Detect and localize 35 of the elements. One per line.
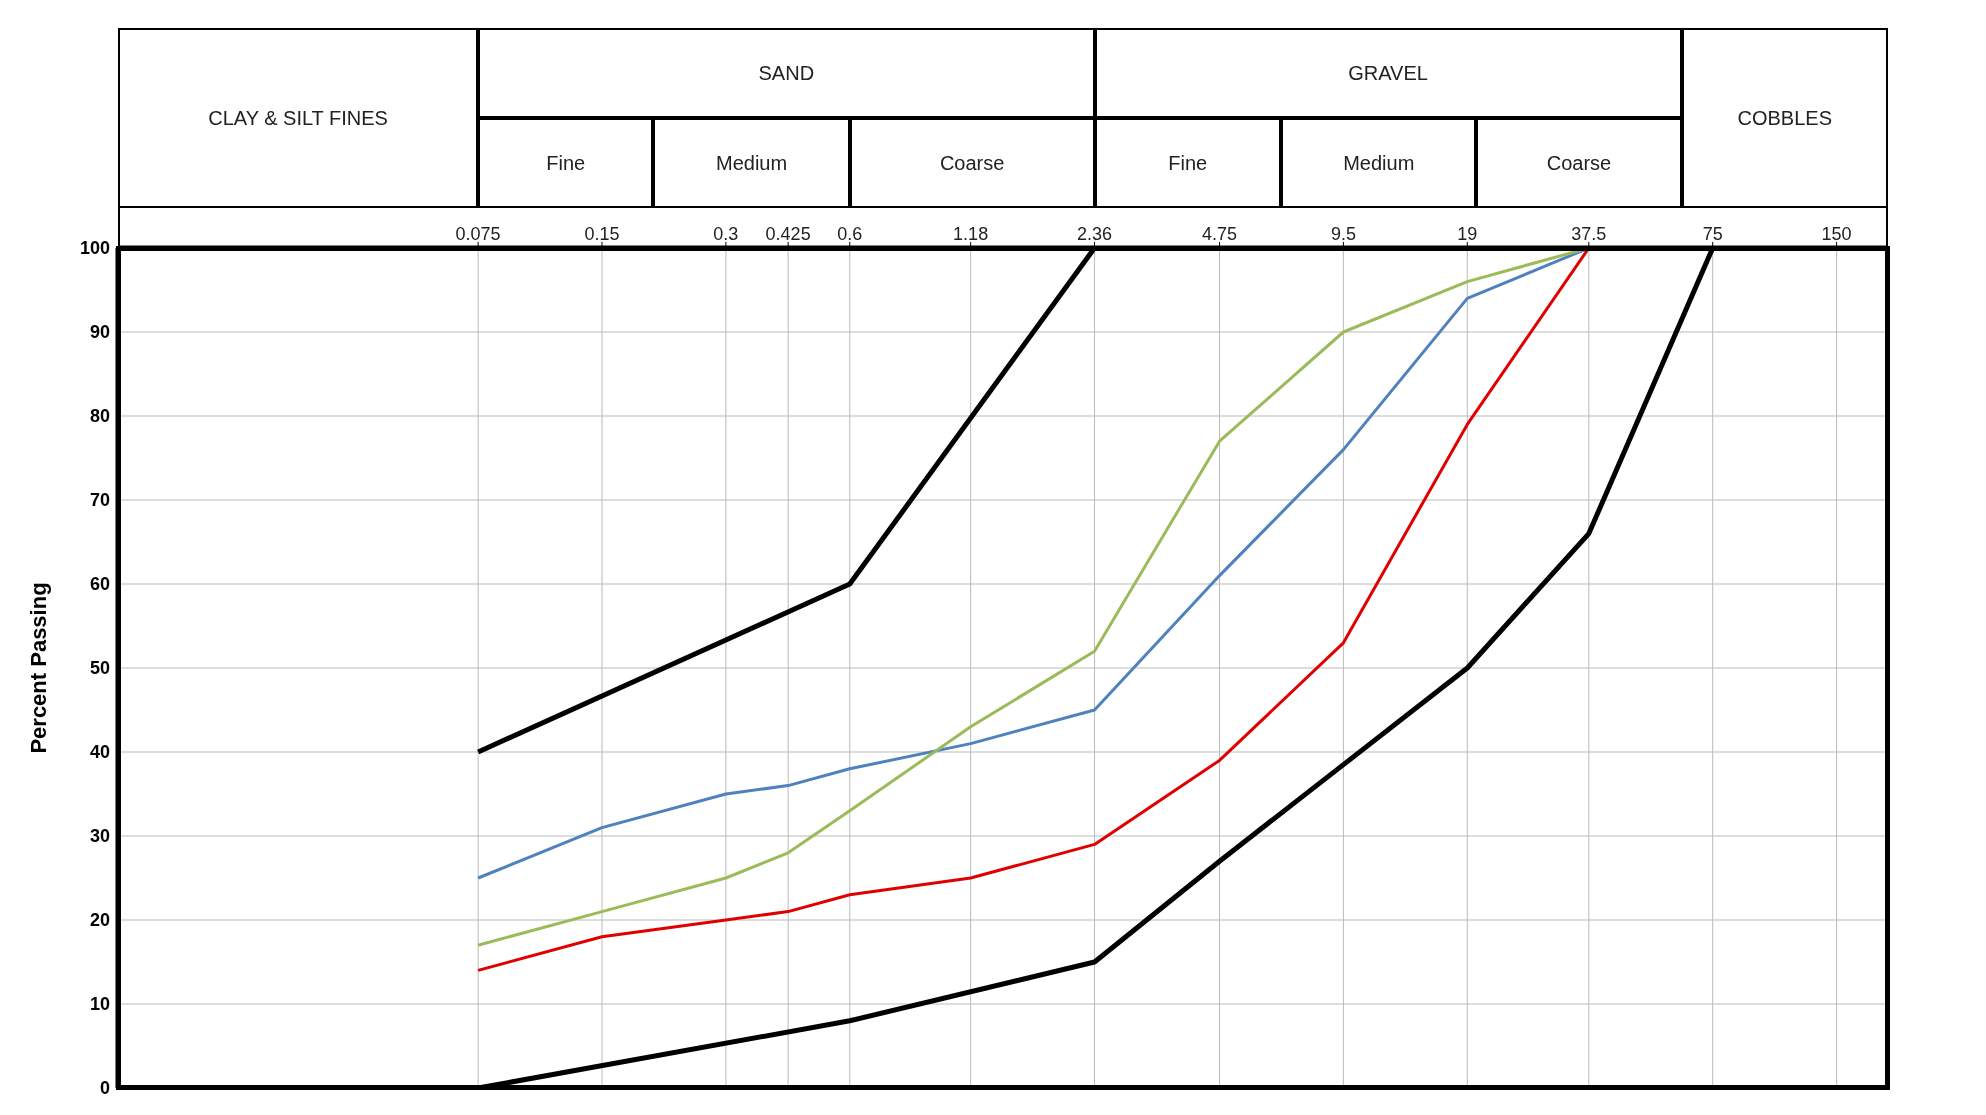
x-tick-label: 150 <box>1821 224 1852 244</box>
y-tick-label: 30 <box>89 826 110 847</box>
y-tick-label: 80 <box>89 406 110 427</box>
y-tick-label: 40 <box>89 742 110 763</box>
x-tick-label: 9.5 <box>1330 224 1356 244</box>
x-tick-label: 75 <box>1702 224 1723 244</box>
text: Medium <box>1343 151 1415 175</box>
x-tick-label: 4.75 <box>1202 224 1238 244</box>
x-tick-label: 19 <box>1457 224 1478 244</box>
x-tick-label: 1.18 <box>953 224 989 244</box>
x-tick-label: 0.6 <box>837 224 863 244</box>
x-tick-label: 0.425 <box>765 224 811 244</box>
x-tick-label: 2.36 <box>1077 224 1113 244</box>
text: SAND <box>758 61 815 85</box>
text: COBBLES <box>1737 106 1832 130</box>
x-tick-label: 37.5 <box>1571 224 1607 244</box>
text: GRAVEL <box>1348 61 1428 85</box>
y-tick-label: 70 <box>89 490 110 511</box>
y-tick-label: 20 <box>89 910 110 931</box>
y-tick-label: 60 <box>89 574 110 595</box>
y-tick-label: 50 <box>89 658 110 679</box>
text: Coarse <box>1546 151 1612 175</box>
text: Fine <box>1168 151 1208 175</box>
y-tick-label: 90 <box>89 322 110 343</box>
text: Coarse <box>939 151 1005 175</box>
y-tick-label: 10 <box>89 994 110 1015</box>
y-tick-label: 0 <box>99 1078 110 1099</box>
text: Fine <box>546 151 586 175</box>
text: CLAY & SILT FINES <box>208 106 388 130</box>
y-tick-label: 100 <box>79 238 110 259</box>
text: Medium <box>716 151 788 175</box>
y-axis-title: Percent Passing <box>25 582 51 754</box>
x-tick-label: 0.15 <box>584 224 620 244</box>
x-tick-label: 0.075 <box>455 224 501 244</box>
x-tick-label: 0.3 <box>713 224 739 244</box>
